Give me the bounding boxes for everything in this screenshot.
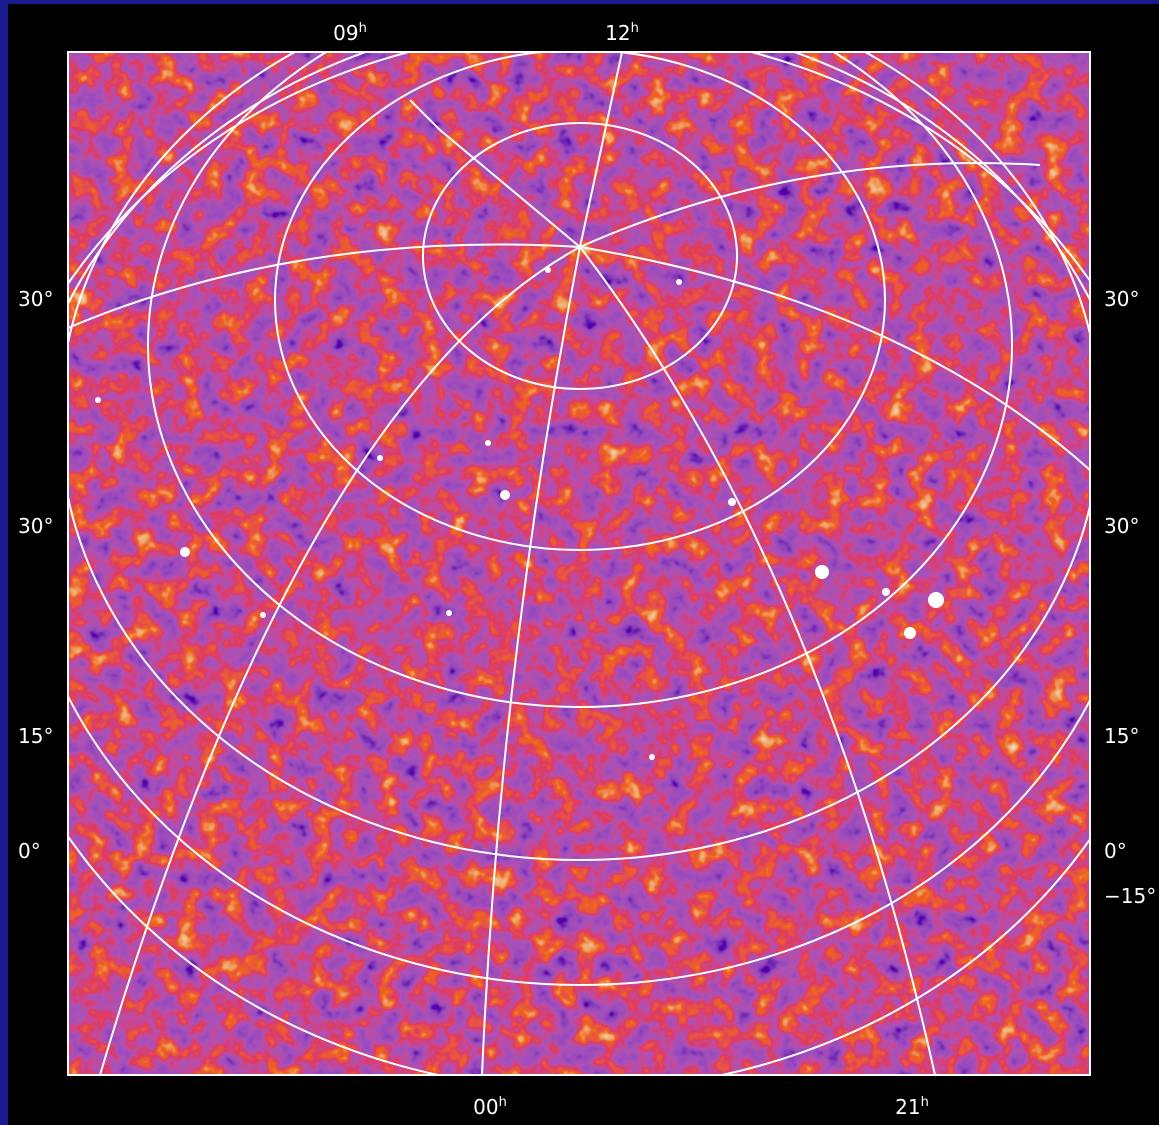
dec-label: 0° [18, 839, 41, 863]
dec-label: 30° [1104, 514, 1139, 538]
bottom-ra-label: 21h [895, 1095, 929, 1119]
top-ra-label: 09h [333, 21, 367, 45]
sky-map: 09h12h00h21h30°30°15°0°30°30°15°0°−15° [0, 0, 1159, 1125]
dec-label: 15° [18, 724, 53, 748]
map-noise [68, 52, 1090, 1075]
ra-unit: h [359, 21, 367, 36]
ra-hours: 00 [473, 1095, 498, 1119]
bottom-ra-label: 00h [473, 1095, 507, 1119]
page: 09h12h00h21h30°30°15°0°30°30°15°0°−15° (… [0, 0, 1159, 1125]
dec-label: 0° [1104, 839, 1127, 863]
ra-hours: 09 [333, 21, 358, 45]
dec-label: 30° [1104, 287, 1139, 311]
dec-label: 30° [18, 287, 53, 311]
ra-hours: 21 [895, 1095, 920, 1119]
ra-unit: h [921, 1095, 929, 1110]
ra-hours: 12 [605, 21, 630, 45]
top-ra-label: 12h [605, 21, 639, 45]
dec-label: 30° [18, 514, 53, 538]
dec-label: −15° [1104, 884, 1156, 908]
ra-unit: h [499, 1095, 507, 1110]
ra-unit: h [631, 21, 639, 36]
dec-label: 15° [1104, 724, 1139, 748]
